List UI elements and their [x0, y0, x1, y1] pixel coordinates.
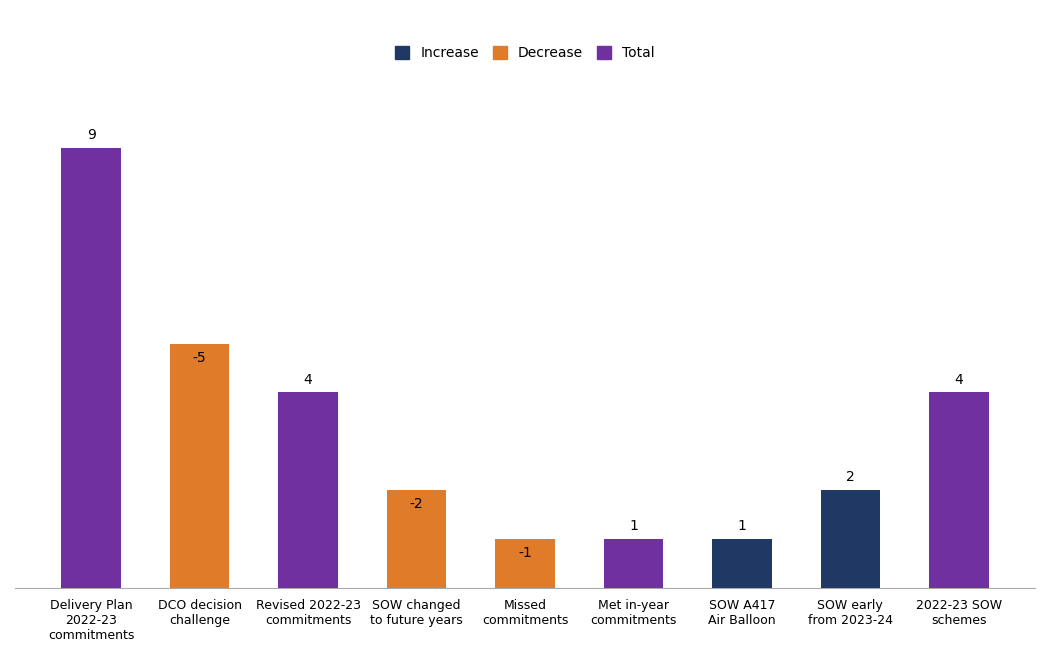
- Text: -1: -1: [518, 547, 532, 560]
- Bar: [712, 539, 772, 588]
- Text: 4: 4: [303, 373, 313, 386]
- Bar: [929, 392, 989, 588]
- Bar: [278, 392, 338, 588]
- Bar: [820, 490, 880, 588]
- Legend: Increase, Decrease, Total: Increase, Decrease, Total: [390, 41, 660, 66]
- Text: 1: 1: [629, 519, 638, 533]
- Bar: [170, 344, 230, 588]
- Bar: [386, 490, 446, 588]
- Text: 1: 1: [737, 519, 747, 533]
- Text: -5: -5: [193, 351, 207, 365]
- Bar: [61, 148, 121, 588]
- Text: -2: -2: [410, 497, 423, 512]
- Bar: [604, 539, 664, 588]
- Text: 4: 4: [954, 373, 963, 386]
- Bar: [496, 539, 554, 588]
- Text: 2: 2: [846, 470, 855, 484]
- Text: 9: 9: [87, 128, 96, 142]
